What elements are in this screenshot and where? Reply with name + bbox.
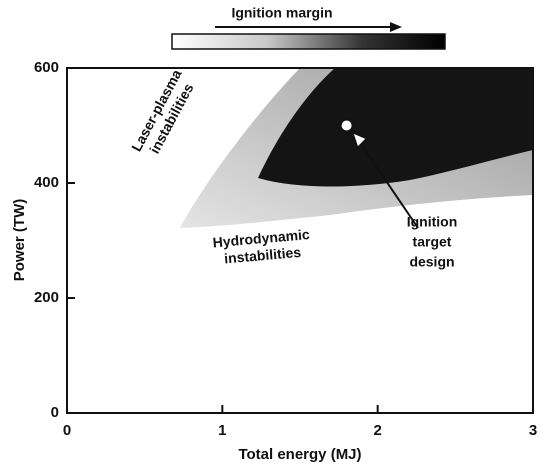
- y-tick-label: 600: [34, 59, 59, 76]
- y-tick-label: 0: [51, 404, 59, 421]
- y-tick-label: 400: [34, 174, 59, 191]
- pointer-line: [355, 136, 419, 229]
- x-axis-label: Total energy (MJ): [238, 446, 361, 463]
- annotation: design: [409, 254, 454, 270]
- annotation: Ignition: [407, 214, 458, 230]
- x-tick-label: 1: [218, 422, 226, 439]
- annotation: target: [413, 234, 452, 250]
- y-axis-label: Power (TW): [11, 199, 28, 282]
- x-tick-label: 3: [529, 422, 537, 439]
- design-point: [339, 118, 354, 133]
- chart-title: Ignition margin: [231, 5, 332, 21]
- x-tick-label: 0: [63, 422, 71, 439]
- annotation: instabilities: [224, 244, 302, 267]
- margin-scale: [171, 33, 446, 50]
- pointer-head: [351, 131, 368, 149]
- x-tick-label: 2: [373, 422, 381, 439]
- plot-frame: [66, 67, 534, 414]
- y-tick-label: 200: [34, 289, 59, 306]
- arrow-head: [390, 22, 402, 32]
- high-margin-region: [258, 68, 533, 187]
